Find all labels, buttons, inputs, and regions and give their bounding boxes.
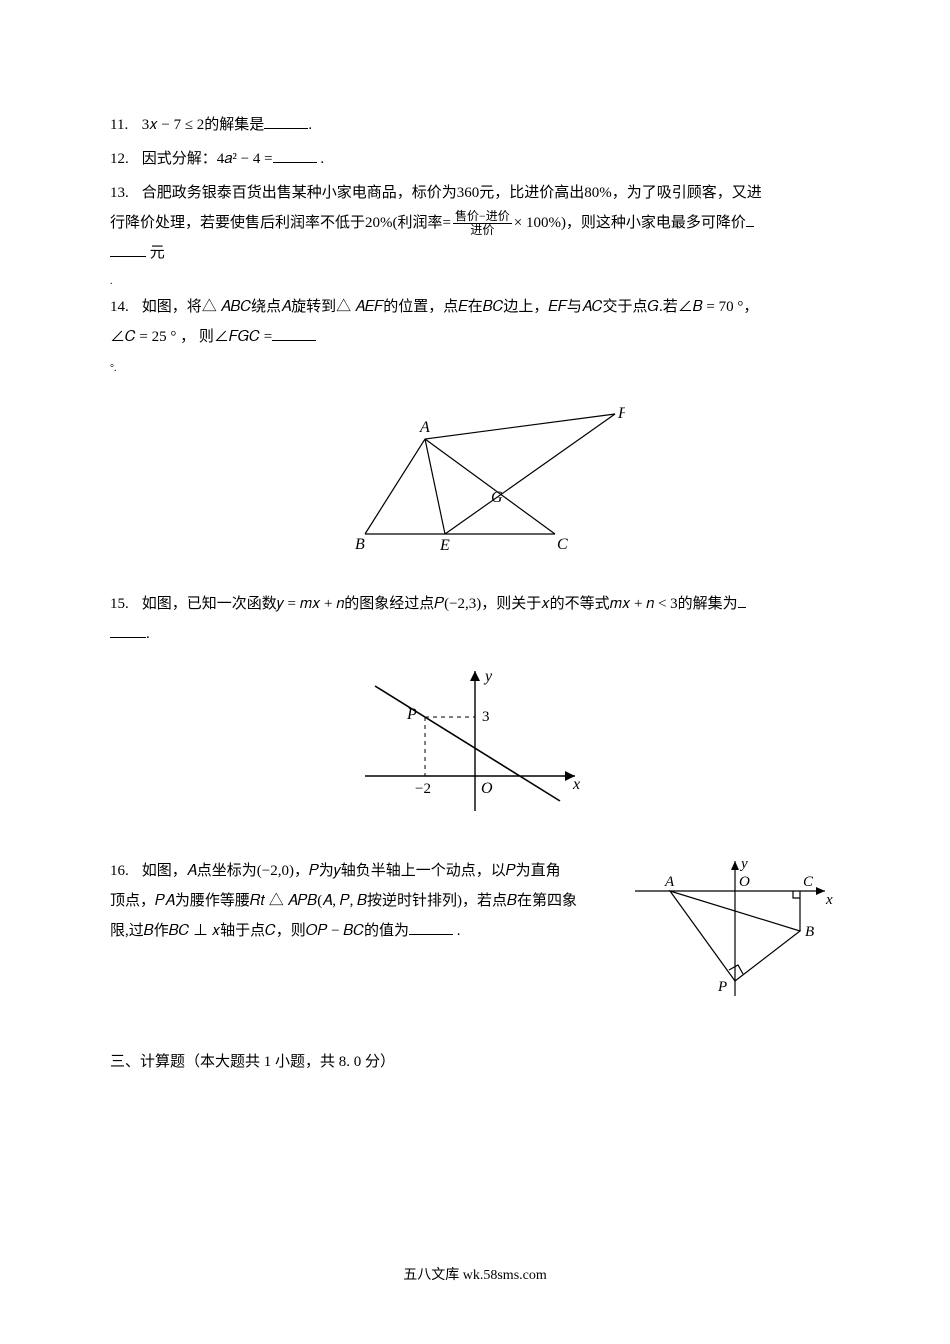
- question-14: 14. 如图，将△ 𝐴𝐵𝐶绕点𝐴旋转到△ 𝐴𝐸𝐹的位置，点𝐸在𝐵𝐶边上，𝐸𝐹与𝐴…: [110, 292, 840, 382]
- q15-line1: 如图，已知一次函数𝑦 = 𝑚𝑥 + 𝑛的图象经过点𝑃(−2,3)，则关于𝑥的不等…: [142, 596, 738, 612]
- fig14-line-baf: [365, 414, 615, 534]
- fig14-label-a: A: [419, 419, 430, 436]
- fig15-label-neg2: −2: [415, 781, 431, 797]
- fig14-label-e: E: [439, 537, 450, 554]
- q11-text-a: 3𝑥 − 7 ≤ 2的解集是: [142, 117, 265, 133]
- fig14-label-b: B: [355, 536, 365, 553]
- question-11: 11. 3𝑥 − 7 ≤ 2的解集是.: [110, 110, 840, 140]
- q12-text-b: .: [317, 151, 325, 167]
- q13-blank-trail: [746, 211, 754, 227]
- fig16-svg: A O C B P x y: [630, 856, 840, 1006]
- q14-line2a: ∠𝐶 = 25 ° ， 则∠𝐹𝐺𝐶 =: [110, 329, 272, 345]
- fig15-line: [375, 686, 560, 801]
- q13-blank: [110, 241, 146, 257]
- fig16-label-p: P: [717, 979, 727, 995]
- figure-15: P O x y −2 3: [110, 661, 840, 832]
- q13-line3: 元: [146, 245, 165, 261]
- fig16-label-x: x: [825, 892, 833, 908]
- fig15-label-3: 3: [482, 709, 490, 725]
- fig15-svg: P O x y −2 3: [345, 661, 605, 821]
- fig14-label-g: G: [491, 489, 503, 506]
- fig16-label-a: A: [664, 874, 675, 890]
- page-footer: 五八文库 wk.58sms.com: [0, 1264, 950, 1284]
- fig16-y-arrow: [731, 861, 739, 870]
- q15-line2: .: [146, 626, 150, 642]
- fig15-y-arrow: [470, 671, 480, 681]
- q14-blank: [272, 325, 316, 341]
- q13-frac-den: 进价: [453, 224, 512, 237]
- fig16-label-y: y: [739, 856, 748, 872]
- fig14-label-c: C: [557, 536, 568, 553]
- figure-16: A O C B P x y: [630, 856, 840, 1017]
- question-12: 12. 因式分解：4𝑎² − 4 = .: [110, 144, 840, 174]
- page-content: 11. 3𝑥 − 7 ≤ 2的解集是. 12. 因式分解：4𝑎² − 4 = .…: [0, 0, 950, 1077]
- fig15-label-y: y: [483, 668, 493, 685]
- fig16-rightangle-p: [729, 965, 743, 974]
- q16-line3a: 限,过𝐵作𝐵𝐶 ⊥ 𝑥轴于点𝐶，则𝑂𝑃 − 𝐵𝐶的值为: [110, 923, 409, 939]
- fig15-label-x: x: [572, 776, 580, 793]
- q12-blank: [273, 147, 317, 163]
- q12-text-a: 因式分解：4𝑎² − 4 =: [142, 151, 273, 167]
- dot-1: .: [110, 272, 840, 292]
- q16-line2: 顶点，𝑃𝐴为腰作等腰𝑅𝑡 △ 𝐴𝑃𝐵(𝐴, 𝑃, 𝐵按逆时针排列)，若点𝐵在第四…: [110, 893, 577, 909]
- fig16-rightangle-c: [793, 891, 800, 898]
- q15-blank: [110, 622, 146, 638]
- figure-14: A B C E F G: [110, 394, 840, 565]
- q16-blank: [409, 919, 453, 935]
- q16-line1: 如图，𝐴点坐标为(−2,0)，𝑃为𝑦轴负半轴上一个动点，以𝑃为直角: [142, 863, 561, 879]
- q16-line3b: .: [453, 923, 461, 939]
- q16-num: 16.: [110, 856, 138, 886]
- q11-blank: [264, 113, 308, 129]
- fig16-label-b: B: [805, 924, 814, 940]
- fig15-label-o: O: [481, 780, 493, 797]
- q15-blank-trail: [738, 592, 746, 608]
- q13-line1: 合肥政务银泰百货出售某种小家电商品，标价为360元，比进价高出80%，为了吸引顾…: [142, 185, 762, 201]
- fig14-line-ae: [425, 439, 445, 534]
- fig14-svg: A B C E F G: [325, 394, 625, 554]
- q15-num: 15.: [110, 589, 138, 619]
- q13-frac-num: 售价−进价: [453, 210, 512, 224]
- fig16-label-o: O: [739, 874, 750, 890]
- q14-num: 14.: [110, 292, 138, 322]
- q11-num: 11.: [110, 110, 138, 140]
- question-16: 16. 如图，𝐴点坐标为(−2,0)，𝑃为𝑦轴负半轴上一个动点，以𝑃为直角 顶点…: [110, 856, 840, 1017]
- fig14-line-ac: [425, 439, 555, 534]
- q11-text-b: .: [308, 117, 312, 133]
- q13-fraction: 售价−进价进价: [453, 210, 512, 237]
- q12-num: 12.: [110, 144, 138, 174]
- question-15: 15. 如图，已知一次函数𝑦 = 𝑚𝑥 + 𝑛的图象经过点𝑃(−2,3)，则关于…: [110, 589, 840, 649]
- q14-line3: °.: [110, 363, 117, 374]
- section-3-heading: 三、计算题（本大题共 1 小题，共 8. 0 分）: [110, 1047, 840, 1077]
- q14-line1: 如图，将△ 𝐴𝐵𝐶绕点𝐴旋转到△ 𝐴𝐸𝐹的位置，点𝐸在𝐵𝐶边上，𝐸𝐹与𝐴𝐶交于点…: [142, 299, 759, 315]
- q13-line2b: × 100%)，则这种小家电最多可降价: [514, 215, 746, 231]
- fig16-label-c: C: [803, 874, 814, 890]
- q13-line2a: 行降价处理，若要使售后利润率不低于20%(利润率=: [110, 215, 451, 231]
- fig14-label-f: F: [617, 405, 625, 422]
- q13-num: 13.: [110, 178, 138, 208]
- question-13: 13. 合肥政务银泰百货出售某种小家电商品，标价为360元，比进价高出80%，为…: [110, 178, 840, 268]
- fig15-label-p: P: [406, 706, 417, 723]
- fig16-x-arrow: [816, 887, 825, 895]
